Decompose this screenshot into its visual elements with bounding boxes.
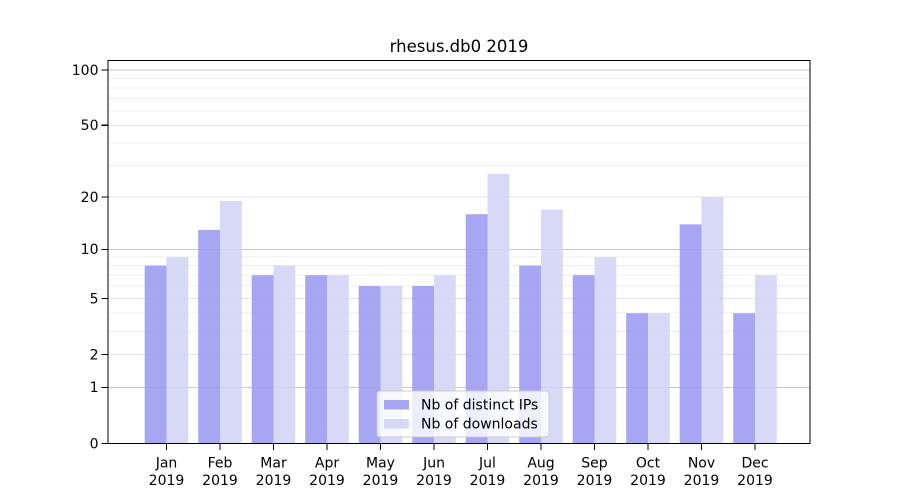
x-tick-label-month: Sep [581, 456, 608, 472]
bar-distinct-ips-feb [198, 229, 220, 444]
bar-distinct-ips-oct [626, 313, 648, 444]
bar-distinct-ips-jan [144, 265, 167, 444]
x-tick-label-year: 2019 [149, 473, 185, 489]
y-tick-label: 10 [81, 242, 99, 258]
y-tick-label: 1 [90, 380, 99, 396]
bar-distinct-ips-mar [251, 275, 274, 444]
legend-label-distinct-ips: Nb of distinct IPs [421, 398, 538, 414]
bar-downloads-jul [487, 173, 510, 444]
x-tick-label-year: 2019 [630, 473, 666, 489]
x-tick-label-month: Jan [155, 456, 178, 472]
x-tick-label-year: 2019 [309, 473, 345, 489]
bar-downloads-aug [541, 209, 563, 444]
x-tick-label-month: Jul [478, 456, 496, 472]
bar-distinct-ips-apr [305, 275, 327, 444]
axes-frame [107, 59, 811, 445]
bar-downloads-jan [166, 257, 189, 444]
chart-plot-area: 0125102050100Jan2019Feb2019Mar2019Apr201… [72, 59, 811, 489]
bar-downloads-oct [648, 313, 670, 444]
x-tick-label-year: 2019 [523, 473, 559, 489]
bar-downloads-sep [594, 257, 617, 444]
bar-distinct-ips-may [358, 286, 381, 444]
y-tick-label: 50 [81, 118, 99, 134]
bar-distinct-ips-sep [572, 275, 595, 444]
y-tick-label: 0 [90, 436, 99, 452]
bar-distinct-ips-jul [465, 214, 488, 444]
x-tick-label-month: Feb [208, 456, 233, 472]
bar-distinct-ips-dec [733, 313, 755, 444]
x-tick-label-year: 2019 [416, 473, 452, 489]
y-tick-label: 5 [90, 291, 99, 307]
bar-downloads-nov [701, 197, 724, 444]
x-tick-label-year: 2019 [202, 473, 238, 489]
x-tick-label-year: 2019 [577, 473, 613, 489]
x-tick-label-year: 2019 [256, 473, 292, 489]
chart-title: rhesus.db0 2019 [390, 37, 529, 56]
bar-downloads-dec [755, 275, 777, 444]
x-tick-label-month: Aug [527, 456, 554, 472]
legend-swatch-distinct-ips [384, 400, 409, 410]
x-tick-label-year: 2019 [684, 473, 720, 489]
legend-swatch-downloads [384, 419, 409, 429]
bar-distinct-ips-nov [679, 224, 702, 444]
x-tick-label-month: Apr [315, 456, 339, 472]
x-tick-label-month: Mar [260, 456, 287, 472]
x-tick-label-month: Oct [636, 456, 661, 472]
x-tick-label-month: Dec [741, 456, 768, 472]
legend: Nb of distinct IPs Nb of downloads [376, 390, 550, 438]
legend-label-downloads: Nb of downloads [421, 417, 538, 433]
x-tick-label-month: Jun [422, 456, 445, 472]
x-tick-label-month: Nov [688, 456, 715, 472]
x-tick-label-year: 2019 [470, 473, 506, 489]
x-tick-label-year: 2019 [363, 473, 399, 489]
x-tick-label-year: 2019 [737, 473, 773, 489]
y-tick-label: 100 [72, 63, 99, 79]
bar-downloads-feb [220, 201, 242, 444]
x-tick-label-month: May [366, 456, 395, 472]
bar-downloads-apr [327, 275, 349, 444]
y-tick-label: 20 [81, 190, 99, 206]
bar-downloads-mar [273, 265, 296, 444]
legend-box [376, 390, 550, 438]
y-tick-label: 2 [90, 347, 99, 363]
